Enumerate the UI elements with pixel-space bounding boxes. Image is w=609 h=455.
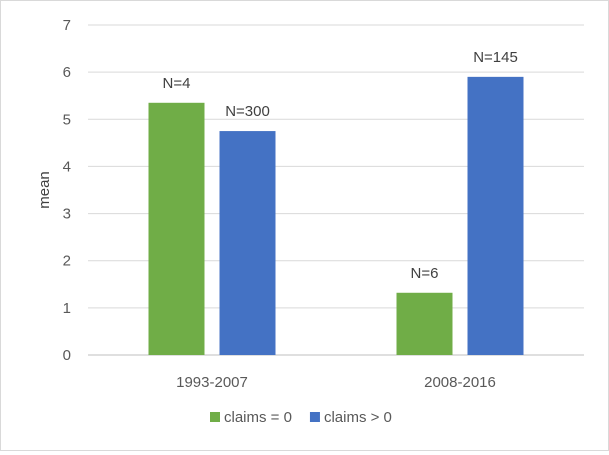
legend-entry: claims = 0 <box>224 409 292 426</box>
bar-claims-0-2008-2016 <box>396 292 453 355</box>
y-tick-label: 7 <box>63 17 71 34</box>
bar-claims-0-1993-2007 <box>148 102 205 356</box>
y-tick-label: 0 <box>63 347 71 364</box>
y-tick-label: 2 <box>63 253 71 270</box>
y-axis-title: mean <box>36 171 53 209</box>
y-tick-label: 3 <box>63 206 71 223</box>
bar-claims-0-1993-2007 <box>219 131 276 355</box>
x-category-label: 1993-2007 <box>176 374 248 391</box>
data-label: N=145 <box>473 49 518 66</box>
y-tick-label: 6 <box>63 64 71 81</box>
x-axis-categories: 1993-2007 2008-2016 <box>176 374 496 391</box>
y-tick-label: 4 <box>63 158 71 175</box>
y-axis-ticks: 0 1 2 3 4 5 6 7 <box>63 17 71 364</box>
data-label: N=6 <box>411 265 439 282</box>
bar-claims-0-2008-2016 <box>467 76 524 355</box>
data-labels: N=4 N=300 N=6 N=145 <box>163 49 518 282</box>
legend-swatch <box>309 412 320 422</box>
y-tick-label: 5 <box>63 111 71 128</box>
x-category-label: 2008-2016 <box>424 374 496 391</box>
data-label: N=300 <box>225 103 270 120</box>
bars <box>148 76 524 356</box>
legend-swatch <box>210 412 220 422</box>
legend: claims = 0 claims > 0 <box>210 409 392 426</box>
legend-entry: claims > 0 <box>324 409 392 426</box>
y-tick-label: 1 <box>63 300 71 317</box>
data-label: N=4 <box>163 75 191 92</box>
